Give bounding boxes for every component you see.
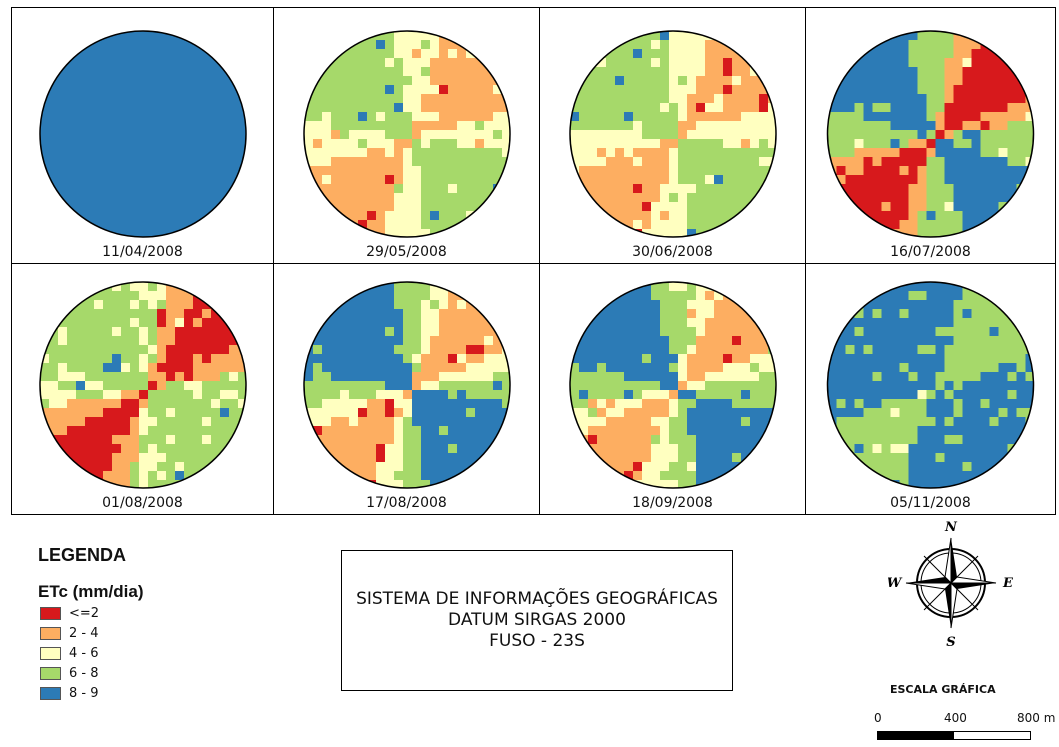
map-panel: 16/07/2008 (806, 8, 1055, 264)
map-panel: 30/06/2008 (540, 8, 806, 264)
legend-item: 2 - 4 (40, 624, 99, 642)
legend-item: 6 - 8 (40, 664, 99, 682)
field-raster-map (569, 30, 777, 238)
legend-item: 8 - 9 (40, 684, 99, 702)
compass-rose-icon: N S E W (888, 520, 1014, 650)
field-raster-map (39, 30, 247, 238)
map-panel: 17/08/2008 (274, 264, 540, 514)
field-raster-map (39, 281, 247, 489)
legend-swatch (40, 686, 61, 700)
legend-title: LEGENDA (38, 545, 127, 565)
map-panel: 18/09/2008 (540, 264, 806, 514)
legend-label: <=2 (69, 605, 100, 621)
panel-date-label: 01/08/2008 (102, 495, 183, 511)
map-info-box: SISTEMA DE INFORMAÇÕES GEOGRÁFICAS DATUM… (341, 550, 733, 691)
panel-date-label: 17/08/2008 (366, 495, 447, 511)
panel-date-label: 16/07/2008 (890, 244, 971, 260)
map-panel: 01/08/2008 (12, 264, 274, 514)
legend-swatch (40, 606, 61, 620)
legend-item: 4 - 6 (40, 644, 99, 662)
map-panel-grid: 11/04/2008 29/05/2008 30/06/2008 16/07/2008… (11, 7, 1056, 515)
panel-date-label: 30/06/2008 (632, 244, 713, 260)
map-panel: 05/11/2008 (806, 264, 1055, 514)
scale-label-mid: 400 (944, 711, 967, 725)
panel-date-label: 18/09/2008 (632, 495, 713, 511)
info-zone: FUSO - 23S (489, 631, 585, 651)
legend-item: <=2 (40, 604, 99, 622)
map-panel: 11/04/2008 (12, 8, 274, 264)
legend-swatch (40, 666, 61, 680)
compass-west: W (888, 576, 903, 591)
scale-bar (877, 731, 1031, 740)
panel-date-label: 29/05/2008 (366, 244, 447, 260)
field-raster-map (303, 30, 511, 238)
field-raster-map (569, 281, 777, 489)
scale-title: ESCALA GRÁFICA (890, 683, 996, 696)
panel-date-label: 11/04/2008 (102, 244, 183, 260)
info-datum: DATUM SIRGAS 2000 (448, 610, 626, 630)
legend-subtitle: ETc (mm/dia) (38, 582, 144, 601)
legend-swatch (40, 626, 61, 640)
panel-date-label: 05/11/2008 (890, 495, 971, 511)
legend-label: 4 - 6 (69, 645, 99, 661)
legend-label: 6 - 8 (69, 665, 99, 681)
compass-south: S (946, 635, 955, 650)
compass-east: E (1002, 576, 1014, 591)
field-raster-map (826, 281, 1035, 489)
info-system: SISTEMA DE INFORMAÇÕES GEOGRÁFICAS (356, 589, 718, 609)
map-panel: 29/05/2008 (274, 8, 540, 264)
legend-label: 2 - 4 (69, 625, 99, 641)
scale-label-zero: 0 (874, 711, 882, 725)
field-raster-map (826, 30, 1035, 238)
field-raster-map (303, 281, 511, 489)
scale-label-end: 800 m (1017, 711, 1056, 725)
compass-north: N (944, 520, 958, 535)
legend-swatch (40, 646, 61, 660)
legend-label: 8 - 9 (69, 685, 99, 701)
